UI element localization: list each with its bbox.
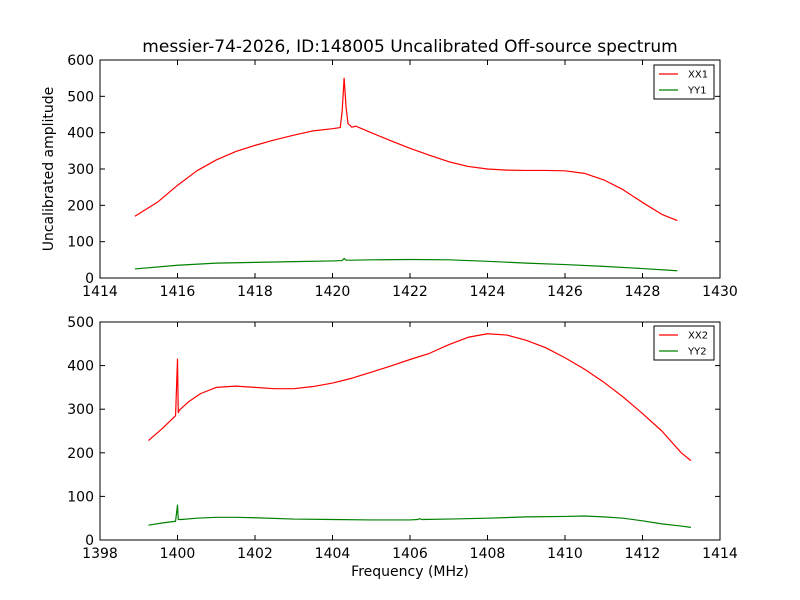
y-tick-label: 300 [67,402,94,418]
axes-2: 1398 1400 1402 1404 1406 1408 1410 1412 1414 0 100… [67,315,738,580]
legend-label-yy1: YY1 [687,86,707,97]
x-tick-label: 1422 [392,284,428,300]
x-tick-label: 1412 [625,546,661,562]
series-line-yy2 [148,504,692,528]
series-line-xx2 [148,333,692,462]
y-tick-label: 200 [67,198,94,214]
y-tick-label: 600 [67,53,94,69]
figure-title: messier-74-2026, ID:148005 Uncalibrated … [142,37,677,57]
x-tick-label: 1428 [625,284,661,300]
plots-container: 1414 1416 1418 1420 1422 1424 1426 1428 1430 0 100… [41,53,738,580]
y-tick-label: 300 [67,162,94,178]
series-line-xx1 [134,77,678,222]
y-tick-label: 0 [85,533,94,549]
legend-label-xx2: XX2 [688,331,708,342]
axes-1: 1414 1416 1418 1420 1422 1424 1426 1428 1430 0 100… [41,53,738,300]
y-tick-label: 500 [67,89,94,105]
x-tick-label: 1416 [160,284,196,300]
legend-frame [653,325,715,361]
y-tick-label: 400 [67,126,94,142]
x-tick-label: 1410 [547,546,583,562]
y-tick-label: 500 [67,315,94,331]
x-axis-label: Frequency (MHz) [351,564,469,580]
y-tick-label: 100 [67,235,94,251]
x-tick-label: 1400 [160,546,196,562]
y-tick-label: 200 [67,446,94,462]
legend-frame [653,64,715,100]
legend-label-yy2: YY2 [687,347,707,358]
y-tick-label: 100 [67,489,94,505]
x-tick-label: 1418 [237,284,273,300]
series-line-yy1 [134,257,678,272]
x-tick-label: 1406 [392,546,428,562]
x-tick-label: 1408 [470,546,506,562]
y-axis-label: Uncalibrated amplitude [41,87,57,252]
x-tick-label: 1398 [82,546,118,562]
x-tick-label: 1414 [82,284,118,300]
x-tick-label: 1404 [315,546,351,562]
x-tick-label: 1414 [702,546,738,562]
y-tick-label: 400 [67,359,94,375]
x-tick-label: 1424 [470,284,506,300]
x-tick-label: 1402 [237,546,273,562]
x-tick-label: 1426 [547,284,583,300]
y-tick-label: 0 [85,271,94,287]
x-tick-label: 1430 [702,284,738,300]
legend-label-xx1: XX1 [688,70,708,81]
x-tick-label: 1420 [315,284,351,300]
